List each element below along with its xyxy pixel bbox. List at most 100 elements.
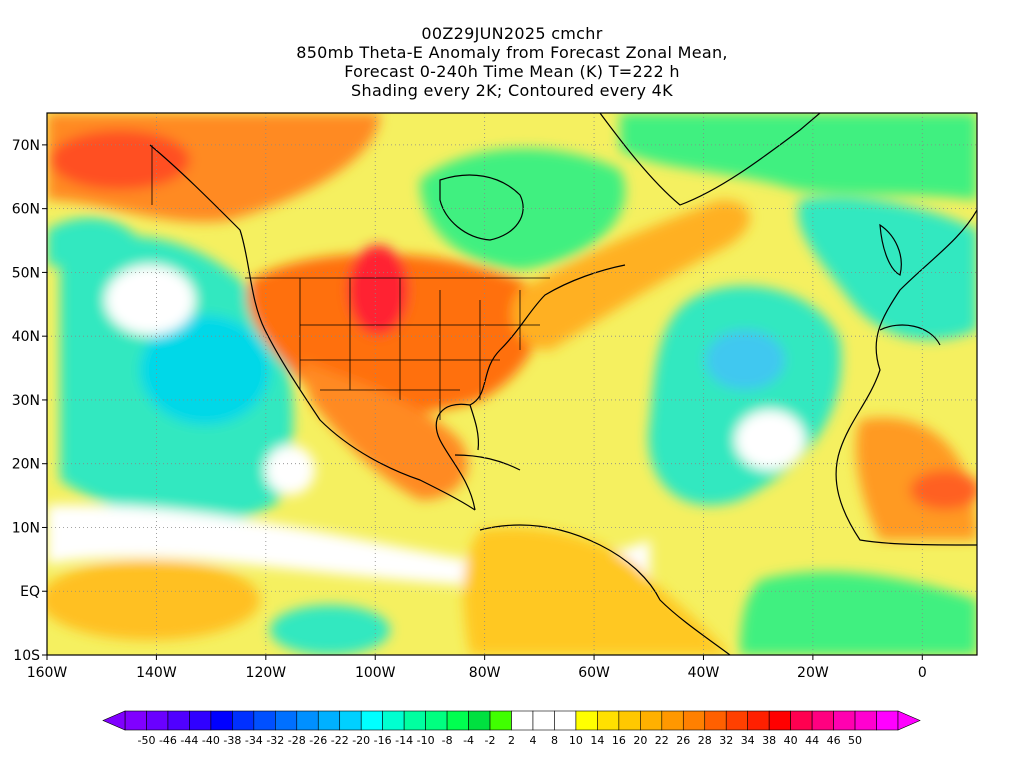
colorbar-cell	[790, 710, 813, 731]
colorbar-labels: -50 -46 -44 -40 -38 -34 -32 -28 -26 -22 -20 -16 -14-…	[137, 734, 862, 747]
colorbar-label: -46	[159, 734, 177, 747]
colorbar-cell	[768, 710, 791, 731]
colorbar-label: 20	[633, 734, 647, 747]
colorbar-cell	[811, 710, 834, 731]
colorbar-cell	[167, 710, 190, 731]
colorbar-label: 28	[698, 734, 712, 747]
map-border	[46, 112, 978, 656]
colorbar-label: 14	[590, 734, 604, 747]
lon-tick-label: 80W	[469, 665, 501, 681]
latitude-axis: 70N 60N 50N 40N 30N 20N 10N EQ 10S	[12, 138, 47, 664]
colorbar-cell	[468, 710, 491, 731]
colorbar-cell	[876, 710, 899, 731]
colorbar-cell	[317, 710, 341, 731]
na-west-coast	[149, 144, 476, 511]
lon-tick-label: 20W	[797, 665, 829, 681]
lon-tick-label: 100W	[355, 665, 396, 681]
colorbar-cell	[189, 710, 212, 731]
cuba	[454, 454, 521, 471]
colorbar-cell	[124, 710, 147, 731]
colorbar-label: -26	[309, 734, 327, 747]
lat-tick-label: 70N	[12, 138, 40, 154]
title-line-3: Forecast 0-240h Time Mean (K) T=222 h	[344, 62, 680, 81]
colorbar-cell	[661, 710, 684, 731]
colorbar-cell	[146, 710, 169, 731]
colorbar-label: -4	[463, 734, 474, 747]
colorbar-label: -34	[245, 734, 263, 747]
colorbar-cell	[640, 710, 663, 731]
colorbar-cell	[489, 710, 512, 731]
colorbar-label: 22	[655, 734, 669, 747]
colorbar-label: -44	[180, 734, 198, 747]
colorbar-cells	[102, 710, 921, 731]
title-line-4: Shading every 2K; Contoured every 4K	[351, 81, 673, 100]
colorbar-cell	[253, 710, 276, 731]
longitude-axis: 160W 140W 120W 100W 80W 60W 40W 20W 0	[27, 655, 927, 681]
colorbar-cell	[682, 710, 706, 731]
lat-tick-label: 10S	[13, 648, 40, 664]
map-title: 00Z29JUN2025 cmchr 850mb Theta-E Anomaly…	[0, 24, 1024, 100]
colorbar-cell	[597, 710, 620, 731]
colorbar-label: 38	[762, 734, 776, 747]
colorbar-cell	[575, 710, 598, 731]
hudson-bay	[439, 174, 524, 241]
colorbar-label: -22	[331, 734, 349, 747]
colorbar-high-arrow	[897, 710, 921, 731]
colorbar-cell	[554, 710, 577, 731]
lat-tick-label: EQ	[20, 584, 40, 600]
lat-tick-label: 50N	[12, 265, 40, 281]
colorbar-cell	[854, 710, 877, 731]
colorbar-label: 16	[612, 734, 626, 747]
colorbar-label: 26	[676, 734, 690, 747]
lon-tick-label: 160W	[27, 665, 68, 681]
colorbar-cell	[747, 710, 770, 731]
colorbar-low-arrow	[102, 710, 126, 731]
colorbar-label: 8	[551, 734, 558, 747]
lat-tick-label: 40N	[12, 329, 40, 345]
state-borders	[151, 145, 550, 420]
colorbar-cell	[704, 710, 727, 731]
florida	[469, 404, 480, 451]
colorbar-cell	[275, 710, 298, 731]
colorbar-cell	[532, 710, 555, 731]
colorbar-label: 2	[508, 734, 515, 747]
colorbar-cell	[725, 710, 748, 731]
title-line-1: 00Z29JUN2025 cmchr	[421, 24, 603, 43]
colorbar-label: -38	[223, 734, 241, 747]
lat-tick-label: 30N	[12, 393, 40, 409]
lon-tick-label: 60W	[578, 665, 610, 681]
iberia	[879, 324, 941, 346]
colorbar-label: 50	[848, 734, 862, 747]
lon-tick-label: 140W	[136, 665, 177, 681]
uk	[879, 223, 902, 276]
colorbar-label: -40	[202, 734, 220, 747]
colorbar-cell	[296, 710, 319, 731]
colorbar-cell	[403, 710, 426, 731]
lon-tick-label: 40W	[688, 665, 720, 681]
lat-tick-label: 10N	[12, 520, 40, 536]
title-line-2: 850mb Theta-E Anomaly from Forecast Zona…	[296, 43, 728, 62]
south-america-coast	[479, 524, 731, 655]
colorbar-label: -32	[266, 734, 284, 747]
colorbar-cell	[618, 710, 641, 731]
colorbar-label: 10	[569, 734, 583, 747]
lat-tick-label: 60N	[12, 202, 40, 218]
colorbar-label: 40	[784, 734, 798, 747]
colorbar-cell	[382, 710, 405, 731]
theta-e-anomaly-map: 160W 140W 120W 100W 80W 60W 40W 20W 0 70N 60N 50N 4…	[12, 112, 978, 681]
colorbar-label: 4	[529, 734, 536, 747]
colorbar-cell	[446, 710, 469, 731]
greenland-coast	[599, 113, 821, 206]
colorbar-cell	[833, 710, 856, 731]
colorbar-cell	[360, 710, 383, 731]
lat-tick-label: 20N	[12, 457, 40, 473]
colorbar-label: -10	[417, 734, 435, 747]
lon-tick-label: 120W	[246, 665, 287, 681]
colorbar-label: 46	[827, 734, 841, 747]
colorbar-label: -20	[352, 734, 370, 747]
colorbar-cell	[232, 710, 255, 731]
colorbar-label: 44	[805, 734, 819, 747]
lon-tick-label: 0	[918, 665, 927, 681]
colorbar-label: -2	[485, 734, 496, 747]
colorbar-label: -14	[395, 734, 413, 747]
